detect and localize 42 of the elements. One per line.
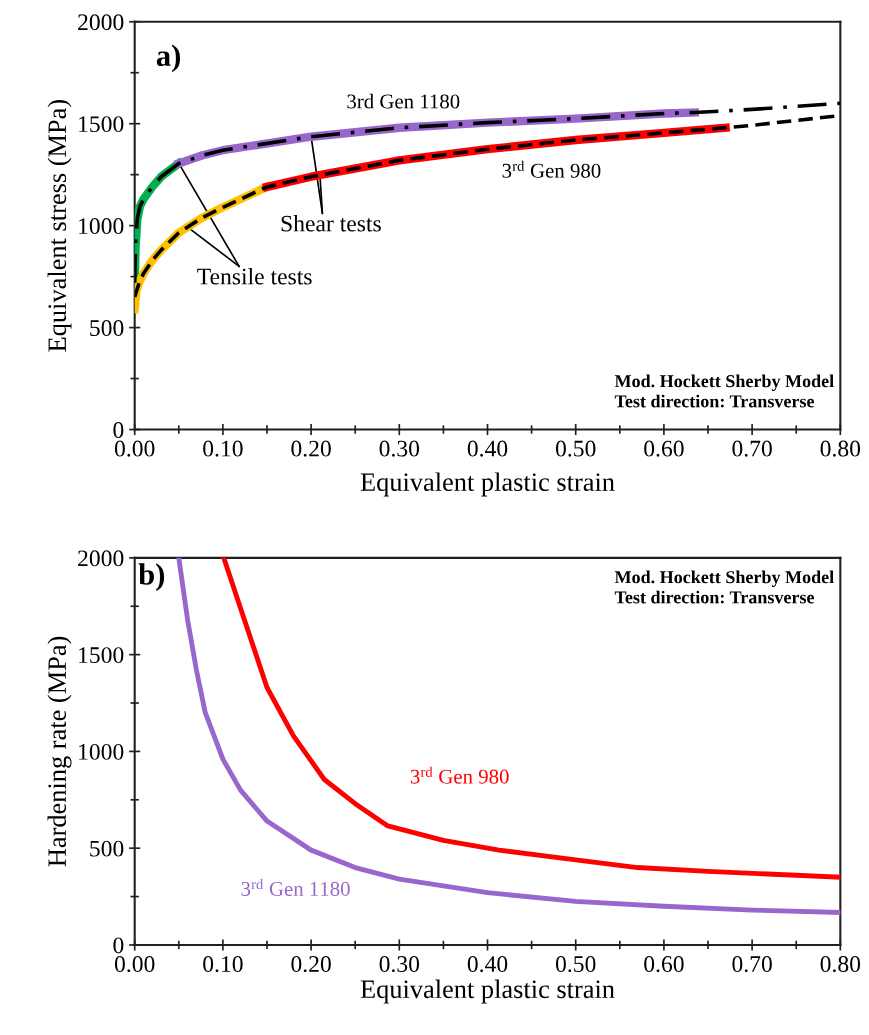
x-tick-label: 0.20 [291,956,331,973]
y-tick-label: 0 [113,422,124,438]
y-tick-label: 1000 [79,743,124,760]
annotation: Mod. Hockett Sherby Model Test direction: Transverse [614,374,834,408]
x-tick-label: 0.30 [379,956,420,973]
y-axis-title: Equivalent stress (MPa) [47,100,72,352]
annotation: Mod. Hockett Sherby Model Test direction: Transverse [614,570,834,604]
text: 3$^{rd}$ Gen 980 [410,766,509,784]
y-tick-label: 2000 [78,550,124,567]
series-label: 3$^{rd}$ Gen 1180 [241,878,350,896]
x-tick-label: 0.60 [644,440,684,457]
y-tick-label: 1000 [79,218,124,235]
x-tick-label: 0.00 [114,956,155,973]
x-tick-label: 0.10 [203,440,243,457]
x-tick-label: 0.30 [379,440,420,457]
x-tick-label: 0.20 [291,440,331,457]
x-tick-label: 0.00 [114,440,155,457]
series-label: 3$^{rd}$ Gen 980 [502,160,601,178]
x-tick-label: 0.60 [644,956,684,973]
y-tick-label: 500 [90,320,124,336]
x-tick-label: 0.80 [820,956,861,973]
y-tick-label: 1500 [79,647,124,664]
x-tick-label: 0.50 [555,440,596,457]
x-tick-label: 0.80 [820,440,861,457]
y-axis-title: Hardening rate (MPa) [47,636,72,867]
annotation: a) [156,44,180,73]
y-tick-label: 1500 [79,116,124,133]
y-tick-label: 2000 [78,14,124,31]
x-tick-label: 0.50 [555,956,596,973]
y-tick-label: 0 [113,937,124,954]
x-tick-label: 0.10 [203,956,243,973]
annotation: Tensile tests [197,267,312,285]
series-label: 3rd Gen 1180 [347,93,460,109]
x-tick-label: 0.40 [467,440,508,457]
annotation: b) [138,563,165,592]
annotation: Shear tests [281,214,381,232]
x-tick-label: 0.70 [732,956,772,973]
x-axis-title: Equivalent plastic strain [360,979,615,1004]
y-tick-label: 500 [90,840,124,857]
x-axis-title: Equivalent plastic strain [360,472,615,497]
x-tick-label: 0.70 [732,440,772,457]
x-tick-label: 0.40 [467,956,508,973]
